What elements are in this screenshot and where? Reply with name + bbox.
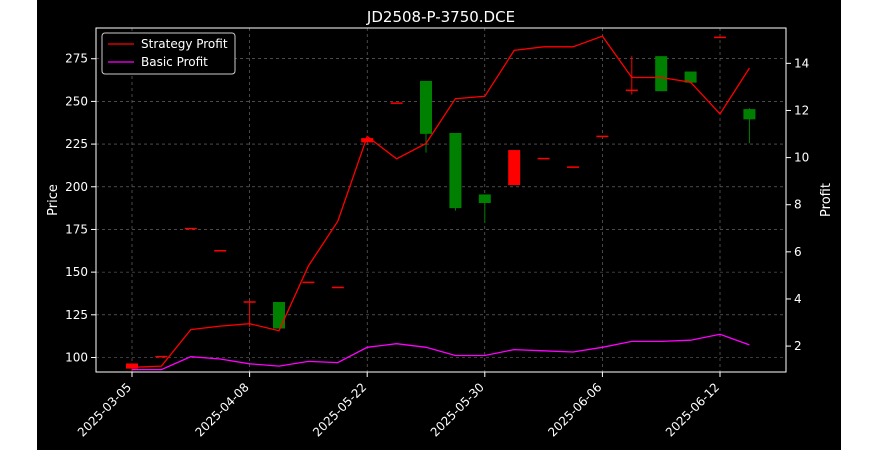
candle-body bbox=[625, 89, 638, 92]
candle bbox=[449, 132, 462, 211]
y-tick-label-right: 10 bbox=[794, 151, 809, 165]
candle-body bbox=[567, 166, 579, 168]
candle-body bbox=[478, 194, 491, 203]
candle-body bbox=[331, 286, 344, 289]
candle-body bbox=[449, 132, 462, 209]
candle-body bbox=[684, 71, 697, 83]
legend-strategy-label: Strategy Profit bbox=[141, 37, 228, 51]
candle-body bbox=[155, 355, 168, 358]
candle bbox=[243, 301, 256, 327]
legend-box bbox=[101, 32, 236, 75]
y-tick-label-left: 150 bbox=[65, 265, 88, 279]
candle-body bbox=[126, 363, 138, 369]
basic-profit-line bbox=[132, 333, 750, 371]
legend: Strategy Profit Basic Profit bbox=[101, 32, 236, 75]
y-tick-label-right: 6 bbox=[794, 245, 802, 259]
candle-body bbox=[596, 135, 609, 138]
candle bbox=[567, 166, 579, 168]
candle bbox=[155, 355, 168, 358]
candle bbox=[302, 281, 315, 284]
candle bbox=[361, 138, 374, 143]
candle bbox=[596, 135, 609, 138]
chart-marks bbox=[126, 35, 756, 371]
y-tick-label-right: 2 bbox=[794, 339, 802, 353]
y-tick-label-right: 8 bbox=[794, 198, 802, 212]
grid bbox=[96, 28, 786, 372]
y-tick-label-left: 100 bbox=[65, 350, 88, 364]
y-tick-label-left: 225 bbox=[65, 137, 88, 151]
candle-body bbox=[243, 301, 256, 303]
candle bbox=[184, 227, 197, 230]
candle-body bbox=[714, 36, 726, 39]
candle-body bbox=[361, 138, 374, 143]
candle-body bbox=[743, 109, 756, 120]
candle-body bbox=[184, 227, 197, 230]
candle bbox=[214, 250, 227, 252]
candle bbox=[625, 56, 638, 95]
candle-body bbox=[302, 281, 315, 284]
y-axis-label-left: Price bbox=[46, 184, 61, 216]
candle bbox=[655, 56, 668, 92]
y-tick-label-right: 12 bbox=[794, 103, 809, 117]
candle bbox=[537, 157, 550, 160]
plot-frame bbox=[95, 27, 787, 373]
candle-body bbox=[655, 56, 668, 92]
y-tick-label-left: 200 bbox=[65, 180, 88, 194]
figure-background bbox=[37, 0, 841, 450]
legend-basic-label: Basic Profit bbox=[141, 55, 208, 69]
candle bbox=[390, 102, 403, 104]
candle bbox=[508, 150, 521, 186]
candle-body bbox=[390, 102, 403, 104]
y-tick-label-left: 125 bbox=[65, 308, 88, 322]
y-tick-label-right: 14 bbox=[794, 56, 809, 70]
candle-body bbox=[214, 250, 227, 252]
y-tick-label-left: 275 bbox=[65, 52, 88, 66]
candle bbox=[714, 36, 726, 39]
candle bbox=[273, 302, 285, 329]
candle bbox=[331, 286, 344, 289]
chart-title: JD2508-P-3750.DCE bbox=[366, 8, 515, 26]
candle bbox=[684, 71, 697, 83]
y-tick-label-right: 4 bbox=[794, 292, 802, 306]
candle-body bbox=[420, 80, 432, 134]
candle bbox=[478, 194, 491, 223]
candle bbox=[420, 80, 432, 153]
y-axis-label-right: Profit bbox=[819, 183, 834, 217]
candle-body bbox=[537, 157, 550, 160]
candle bbox=[743, 108, 756, 144]
y-tick-label-left: 250 bbox=[65, 94, 88, 108]
y-tick-label-left: 175 bbox=[65, 222, 88, 236]
candle-body bbox=[273, 302, 285, 329]
candle-body bbox=[508, 150, 521, 186]
strategy-profit-line bbox=[131, 35, 750, 368]
